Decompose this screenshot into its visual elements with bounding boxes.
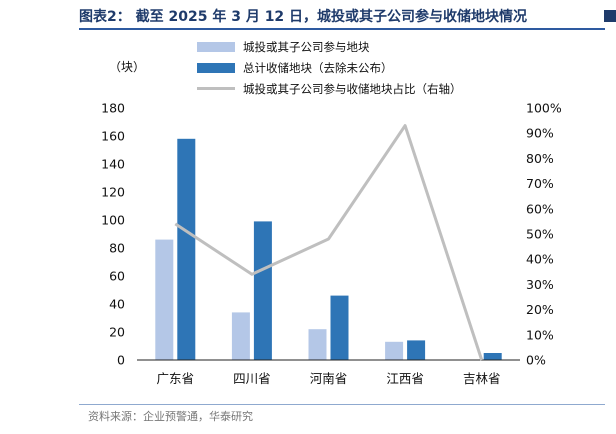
y2-tick-label: 30%	[526, 277, 554, 292]
footer-divider	[79, 404, 605, 405]
legend-item-participated: 城投或其子公司参与地块	[197, 36, 462, 57]
bar-total	[407, 340, 426, 360]
y-tick-label: 20	[109, 325, 125, 340]
y-tick-label: 60	[109, 269, 125, 284]
x-tick-label: 广东省	[157, 371, 195, 386]
share-line	[174, 124, 484, 361]
y-tick-label: 140	[101, 157, 125, 172]
y-tick-label: 0	[117, 353, 125, 368]
y-tick-label: 100	[101, 213, 125, 228]
x-tick-label: 江西省	[386, 371, 424, 386]
bar-total	[253, 221, 272, 360]
bar-participated	[231, 312, 250, 360]
y2-tick-label: 100%	[526, 101, 562, 116]
legend-swatch-line	[197, 87, 235, 90]
corner-mark	[604, 10, 616, 22]
x-tick-label: 河南省	[310, 371, 348, 386]
y2-tick-label: 50%	[526, 227, 554, 242]
y-tick-label: 160	[101, 129, 125, 144]
bar-participated	[308, 329, 327, 360]
legend-swatch-light	[197, 41, 235, 52]
y2-tick-label: 10%	[526, 327, 554, 342]
y2-tick-label: 0%	[526, 353, 546, 368]
bar-total	[330, 295, 349, 360]
left-axis-unit: （块）	[109, 60, 146, 74]
chart-title: 图表2： 截至 2025 年 3 月 12 日，城投或其子公司参与收储地块情况	[79, 9, 528, 25]
bar-total	[483, 353, 502, 360]
y2-tick-label: 80%	[526, 151, 554, 166]
legend-swatch-dark	[197, 62, 235, 73]
y2-tick-label: 60%	[526, 201, 554, 216]
y-tick-label: 120	[101, 185, 125, 200]
title-divider	[79, 28, 605, 30]
y2-tick-label: 70%	[526, 176, 554, 191]
legend-label: 总计收储地块（去除未公布）	[243, 60, 393, 75]
y-tick-label: 80	[109, 241, 125, 256]
bar-participated	[155, 239, 174, 360]
x-tick-label: 四川省	[233, 371, 271, 386]
source-note: 资料来源：企业预警通，华泰研究	[88, 410, 253, 423]
legend: 城投或其子公司参与地块 总计收储地块（去除未公布） 城投或其子公司参与收储地块占…	[197, 36, 462, 99]
y2-tick-label: 90%	[526, 126, 554, 141]
y-tick-label: 40	[109, 297, 125, 312]
legend-item-share: 城投或其子公司参与收储地块占比（右轴）	[197, 78, 462, 99]
legend-item-total: 总计收储地块（去除未公布）	[197, 57, 462, 78]
x-tick-label: 吉林省	[463, 371, 501, 386]
legend-label: 城投或其子公司参与地块	[243, 39, 370, 54]
y-tick-label: 180	[101, 101, 125, 116]
bar-participated	[385, 341, 404, 360]
legend-label: 城投或其子公司参与收储地块占比（右轴）	[243, 81, 462, 96]
bar-total	[177, 138, 196, 360]
y2-tick-label: 20%	[526, 302, 554, 317]
y2-tick-label: 40%	[526, 252, 554, 267]
